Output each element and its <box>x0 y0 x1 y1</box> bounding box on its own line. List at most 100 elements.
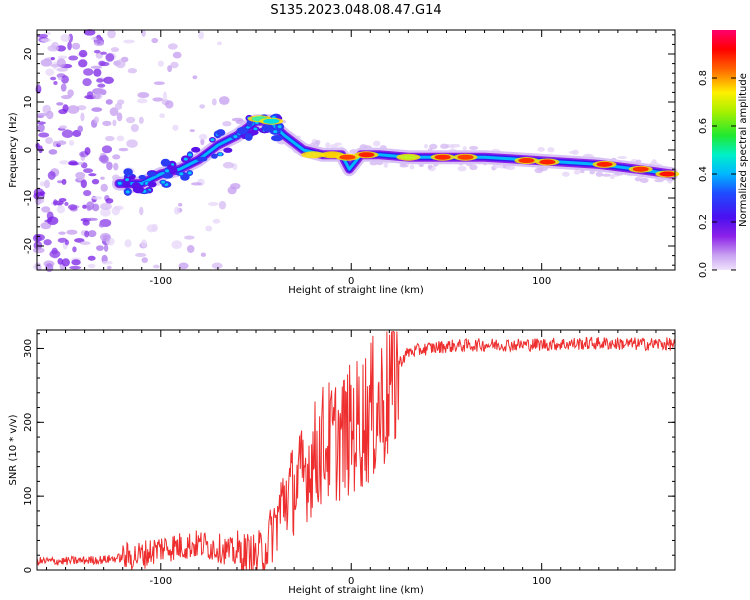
noise-speckle <box>101 260 113 265</box>
noise-speckle <box>96 78 104 83</box>
noise-speckle <box>87 263 96 269</box>
snr-xlabel: Height of straight line (km) <box>288 585 424 596</box>
noise-speckle <box>205 225 213 232</box>
noise-speckle <box>79 241 91 245</box>
noise-speckle <box>178 202 183 207</box>
noise-speckle <box>103 76 114 84</box>
noise-speckle <box>101 145 113 154</box>
noise-speckle <box>218 200 227 210</box>
noise-speckle <box>423 143 428 149</box>
noise-speckle <box>152 264 160 269</box>
noise-speckle <box>222 161 235 169</box>
noise-speckle <box>112 119 117 127</box>
noise-speckle <box>96 36 101 45</box>
spectrogram-ridge <box>111 113 680 196</box>
noise-speckle <box>635 159 642 163</box>
noise-speckle <box>38 132 50 138</box>
colorbar: 0.0 0.2 0.4 0.6 0.8 Normalized spectral ampl… <box>698 30 749 278</box>
noise-speckle <box>80 179 87 189</box>
noise-speckle <box>172 51 182 59</box>
noise-speckle <box>46 110 54 120</box>
noise-speckle <box>66 229 78 235</box>
noise-speckle <box>609 174 615 180</box>
noise-speckle <box>50 76 57 81</box>
noise-speckle <box>56 45 67 52</box>
ridge-core <box>263 118 280 124</box>
noise-speckle <box>56 67 68 72</box>
ridge-core <box>358 152 375 158</box>
noise-speckle <box>110 47 120 53</box>
ridge-blob <box>147 171 157 177</box>
ridge-blob <box>218 152 223 156</box>
noise-speckle <box>200 252 207 257</box>
noise-speckle <box>83 168 94 174</box>
noise-speckle <box>82 219 90 226</box>
snr-ylabel: SNR (10 * v/v) <box>8 414 19 485</box>
noise-speckle <box>151 223 159 232</box>
noise-speckle <box>124 239 132 248</box>
noise-speckle <box>314 139 321 145</box>
noise-speckle <box>114 103 123 110</box>
noise-speckle <box>83 189 92 197</box>
noise-speckle <box>80 112 85 122</box>
noise-speckle <box>450 144 455 150</box>
noise-speckle <box>47 171 56 180</box>
noise-speckle <box>440 143 449 149</box>
noise-speckle <box>589 170 595 175</box>
noise-speckle <box>141 257 148 263</box>
ridge-blob <box>216 129 226 137</box>
noise-speckle <box>62 104 69 112</box>
ridge-blob <box>223 147 233 153</box>
ridge-blob <box>253 127 258 131</box>
noise-speckle <box>60 83 67 92</box>
noise-speckle <box>64 239 70 246</box>
noise-speckle <box>86 201 95 211</box>
y-tick-label: 0 <box>23 147 34 153</box>
noise-speckle <box>218 96 230 105</box>
noise-speckle <box>88 173 97 177</box>
noise-speckle <box>137 91 150 99</box>
noise-speckle <box>60 75 69 84</box>
noise-speckle <box>369 161 378 166</box>
noise-speckle <box>58 231 66 235</box>
noise-speckle <box>93 116 100 124</box>
noise-speckle <box>36 121 46 125</box>
noise-speckle <box>99 61 110 67</box>
noise-speckle <box>151 37 159 44</box>
noise-speckle <box>141 29 146 37</box>
colorbar-tick-label: 0.6 <box>698 118 709 134</box>
noise-speckle <box>595 171 604 177</box>
noise-speckle <box>56 58 66 68</box>
ridge-blob <box>233 135 238 139</box>
noise-speckle <box>69 265 82 270</box>
noise-speckle <box>134 252 147 258</box>
colorbar-tick-label: 0.8 <box>698 70 709 86</box>
noise-speckle <box>601 173 612 177</box>
noise-speckle <box>211 262 223 269</box>
noise-speckle <box>91 178 100 185</box>
ridge-core <box>339 154 356 160</box>
noise-speckle <box>56 180 63 184</box>
noise-speckle <box>178 262 189 270</box>
noise-speckle <box>171 240 183 250</box>
noise-speckle <box>130 123 139 132</box>
noise-speckle <box>537 146 545 152</box>
snr-panel: -100 0 100 0 100 200 300 Height of straight li… <box>8 329 676 596</box>
ridge-core <box>457 154 474 160</box>
ridge-blob <box>236 127 249 135</box>
noise-speckle <box>103 244 109 252</box>
noise-speckle <box>109 107 119 116</box>
ridge-core <box>632 166 649 172</box>
noise-speckle <box>409 164 415 170</box>
noise-speckle <box>68 139 75 146</box>
colorbar-tick-label: 0.4 <box>698 166 709 182</box>
noise-speckle <box>212 218 221 224</box>
noise-speckle <box>60 94 72 100</box>
noise-speckle <box>216 41 223 46</box>
noise-speckle <box>573 169 581 175</box>
ridge-core <box>596 161 613 167</box>
noise-speckle <box>222 121 232 127</box>
ridge-blob <box>188 153 193 157</box>
noise-speckle <box>82 204 88 209</box>
noise-speckle <box>67 41 72 51</box>
